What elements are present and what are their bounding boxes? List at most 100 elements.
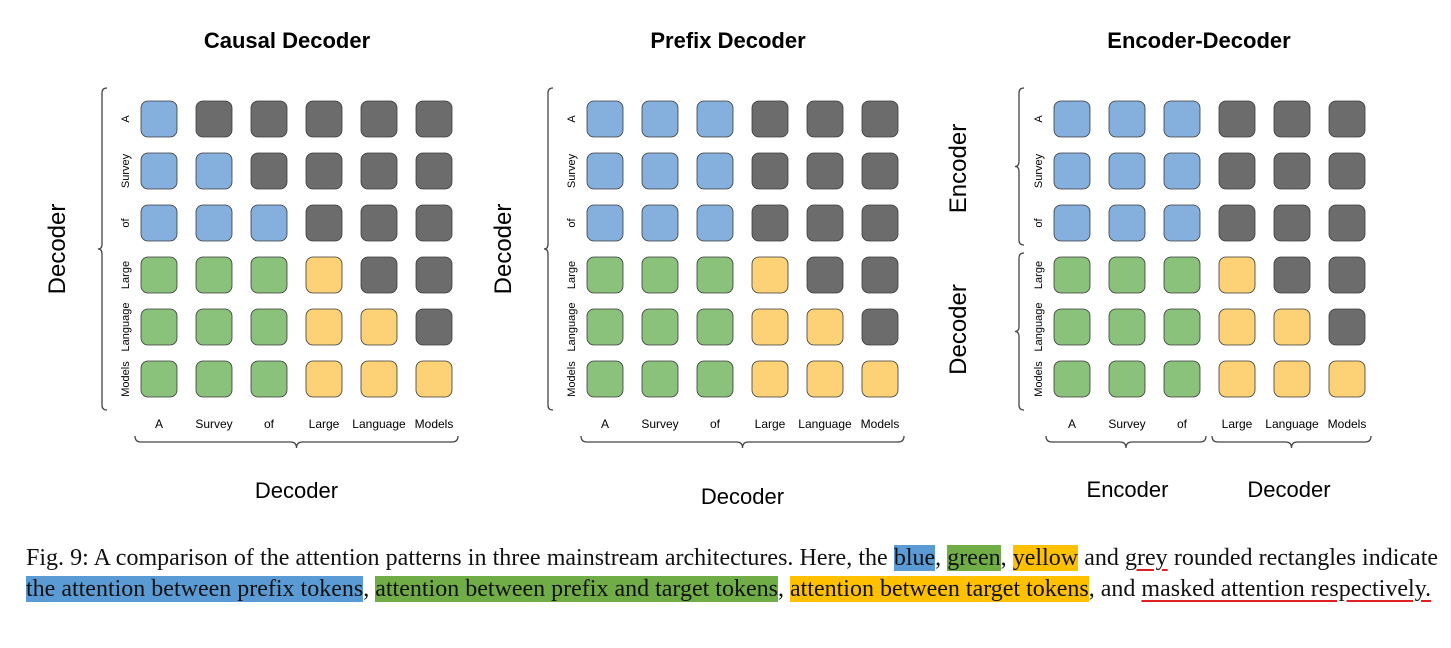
attention-cell-grey (806, 204, 844, 242)
bottom-axis-label-decoder: Decoder (1247, 477, 1330, 502)
attention-cell-grey (1328, 256, 1366, 294)
attention-cell-green (195, 308, 233, 346)
attention-cell-yellow (360, 360, 398, 398)
attention-cell-blue (641, 152, 679, 190)
attention-cell-green (586, 360, 624, 398)
attention-cell-grey (1218, 204, 1256, 242)
attention-cell-yellow (305, 360, 343, 398)
attention-cell-blue (1108, 152, 1146, 190)
attention-cell-blue (1053, 152, 1091, 190)
attention-cell-blue (195, 152, 233, 190)
attention-cell-blue (1163, 204, 1201, 242)
row-label: Language (1033, 303, 1045, 352)
attention-cell-grey (751, 100, 789, 138)
attention-cell-grey (1328, 152, 1366, 190)
attention-cell-yellow (1273, 360, 1311, 398)
row-label: Models (566, 361, 578, 397)
encoder-decoder-panel: Encoder-Decoder A Survey of Large Language Mod… (945, 28, 1372, 502)
attention-cell-blue (586, 100, 624, 138)
caption-blue-word: blue (893, 545, 936, 571)
row-label: Large (120, 261, 132, 289)
column-label: Large (755, 417, 786, 431)
attention-cell-yellow (1218, 308, 1256, 346)
causal-decoder-title: Causal Decoder (204, 28, 371, 53)
attention-cell-green (586, 256, 624, 294)
attention-cell-green (250, 360, 288, 398)
bottom-brace (580, 435, 905, 449)
attention-cell-grey (861, 100, 899, 138)
bottom-brace-encoder (1045, 435, 1207, 449)
attention-cell-blue (696, 204, 734, 242)
attention-cell-yellow (806, 360, 844, 398)
column-label: Language (798, 417, 852, 431)
attention-cell-grey (806, 152, 844, 190)
attention-cell-blue (140, 152, 178, 190)
caption-separator: , (363, 576, 376, 602)
attention-cell-green (1053, 360, 1091, 398)
attention-cell-grey (1328, 204, 1366, 242)
attention-cell-green (1108, 256, 1146, 294)
attention-cell-grey (751, 152, 789, 190)
attention-cell-blue (1108, 100, 1146, 138)
attention-cell-green (140, 308, 178, 346)
attention-cell-green (250, 256, 288, 294)
attention-cell-grey (360, 100, 398, 138)
prefix-decoder-title: Prefix Decoder (650, 28, 806, 53)
caption-and: , and (1088, 576, 1142, 602)
column-label: Models (861, 417, 900, 431)
attention-patterns-figure: Causal Decoder A Survey of Large Language Mode… (44, 28, 1372, 509)
attention-cell-grey (415, 204, 453, 242)
left-brace (543, 87, 554, 411)
column-label: Survey (1108, 417, 1145, 431)
attention-cell-blue (1163, 100, 1201, 138)
row-label: of (120, 217, 132, 227)
attention-cell-grey (415, 308, 453, 346)
column-label: Models (1328, 417, 1367, 431)
attention-cell-green (1108, 360, 1146, 398)
attention-cell-yellow (861, 360, 899, 398)
caption-green-meaning: attention between prefix and target toke… (375, 576, 778, 602)
column-label: A (1068, 417, 1076, 431)
row-label: of (566, 217, 578, 227)
bottom-axis-label: Decoder (255, 478, 338, 503)
attention-cell-blue (1053, 204, 1091, 242)
attention-cell-grey (415, 256, 453, 294)
attention-cell-blue (586, 152, 624, 190)
column-label: Models (415, 417, 454, 431)
attention-cell-green (1163, 308, 1201, 346)
attention-cell-grey (1273, 152, 1311, 190)
column-label: Survey (641, 417, 678, 431)
attention-cell-grey (751, 204, 789, 242)
attention-cell-grey (861, 204, 899, 242)
causal-decoder-panel: Causal Decoder A Survey of Large Language Mode… (44, 28, 459, 503)
caption-yellow-meaning: attention between target tokens (789, 576, 1089, 602)
caption-separator: , (777, 576, 790, 602)
row-label: Survey (566, 153, 578, 188)
row-label: Survey (1033, 153, 1045, 188)
attention-cell-grey (861, 256, 899, 294)
attention-cell-blue (1163, 152, 1201, 190)
attention-cell-green (1053, 256, 1091, 294)
caption-and: and (1078, 545, 1126, 571)
caption-middle: rounded rectangles indicate (1167, 545, 1439, 571)
row-label: A (1033, 115, 1045, 123)
row-label: A (120, 115, 132, 123)
left-axis-label-encoder: Encoder (945, 124, 972, 213)
column-label: Large (309, 417, 340, 431)
row-label: A (566, 115, 578, 123)
attention-cell-grey (305, 152, 343, 190)
attention-cell-green (641, 256, 679, 294)
column-label: Large (1222, 417, 1253, 431)
caption-yellow-word: yellow (1012, 545, 1079, 571)
attention-cell-yellow (1273, 308, 1311, 346)
caption-separator: , (935, 545, 948, 571)
attention-cell-yellow (806, 308, 844, 346)
left-axis-label-decoder: Decoder (945, 284, 972, 375)
attention-cell-grey (305, 100, 343, 138)
attention-cell-yellow (305, 308, 343, 346)
attention-cell-blue (1108, 204, 1146, 242)
attention-cell-grey (1273, 204, 1311, 242)
column-label: A (601, 417, 609, 431)
left-brace (97, 87, 108, 411)
attention-cell-blue (250, 204, 288, 242)
